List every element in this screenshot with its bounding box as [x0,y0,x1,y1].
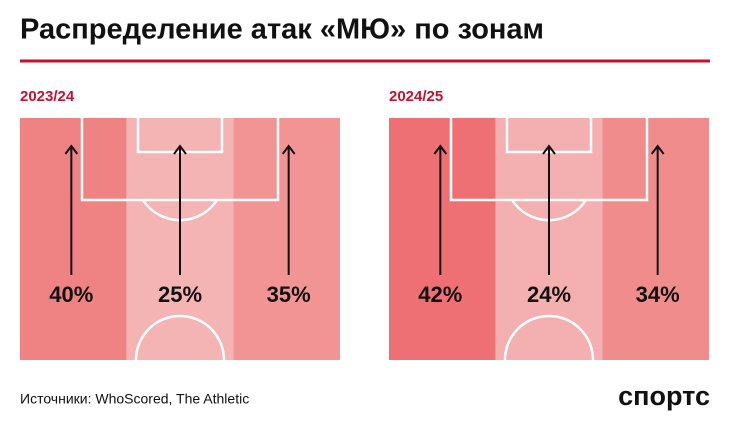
arrow-head [64,144,79,155]
zone [389,118,496,360]
center-circle [503,314,595,360]
pitch [389,118,709,360]
arrow-head [650,144,665,155]
zone-value: 34% [636,282,680,307]
zone-value: 24% [527,282,571,307]
zone [233,118,340,360]
zone-value: 25% [158,282,202,307]
zone-value: 35% [267,282,311,307]
arrow-head [173,144,187,155]
arrow-head [542,144,556,155]
zone-value: 42% [418,282,462,307]
zone [20,118,127,360]
season-label: 2023/24 [20,88,75,105]
arrow-head [433,144,448,155]
season-label: 2024/25 [389,88,443,105]
zone-value: 40% [49,282,93,307]
source: Источники: WhoScored, The Athletic [20,391,249,407]
zone [602,118,709,360]
title: Распределение атак «МЮ» по зонам [20,14,544,46]
arrow-head [281,144,296,155]
logo: спортс [618,381,710,411]
center-circle [134,314,226,360]
